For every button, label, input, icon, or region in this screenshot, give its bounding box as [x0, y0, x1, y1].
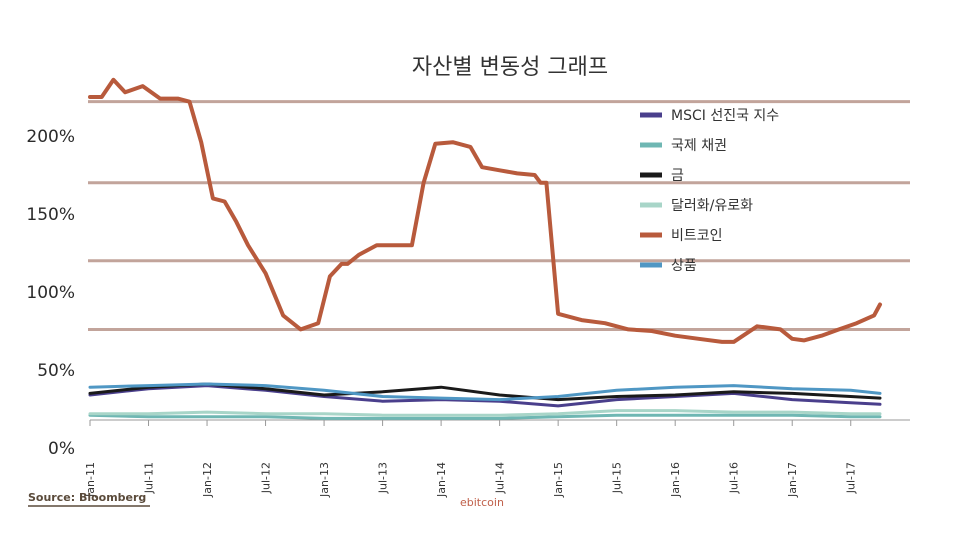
legend-label: 달러화/유로화	[671, 198, 753, 214]
y-axis: 0% 50% 100% 150% 200%	[26, 127, 75, 459]
x-tick-label: Jul-16	[728, 462, 741, 494]
x-tick-label: Jan-16	[669, 462, 682, 498]
legend-label: 국제 채권	[671, 138, 727, 154]
x-tick-label: Jan-12	[201, 462, 214, 498]
y-tick-label: 0%	[48, 439, 75, 459]
y-tick-label: 150%	[26, 205, 75, 225]
x-tick-label: Jan-17	[786, 462, 799, 498]
chart-title: 자산별 변동성 그래프	[412, 55, 608, 80]
grid-bands	[88, 100, 910, 331]
x-tick-label: Jan-15	[552, 462, 565, 498]
y-tick-label: 100%	[26, 283, 75, 303]
x-tick-label: Jul-15	[611, 462, 624, 494]
x-tick-label: Jul-13	[377, 462, 390, 494]
legend-label: 금	[671, 168, 684, 184]
x-tick-label: Jul-12	[260, 462, 273, 494]
y-tick-label: 200%	[26, 127, 75, 147]
source-note: Source: Bloomberg	[28, 491, 146, 504]
series-line-5	[88, 382, 882, 402]
y-tick-label: 50%	[37, 361, 75, 381]
series-lines	[88, 77, 882, 420]
series-line-0	[88, 384, 882, 408]
series-line-4	[88, 77, 882, 344]
x-tick-label: Jan-11	[84, 462, 97, 498]
x-tick-label: Jul-11	[143, 462, 156, 494]
legend-label: 상품	[671, 258, 697, 274]
watermark: ebitcoin	[460, 496, 504, 509]
x-axis: Jan-11 Jul-11 Jan-12 Jul-12 Jan-13 Jul-13 Jan-…	[84, 419, 910, 498]
x-tick-label: Jul-17	[845, 462, 858, 494]
x-tick-label: Jul-14	[494, 462, 507, 494]
x-tick-label: Jan-14	[435, 462, 448, 498]
legend-label: 비트코인	[671, 228, 723, 244]
x-tick-label: Jan-13	[318, 462, 331, 498]
series-line-1	[88, 413, 882, 420]
series-line-3	[88, 409, 882, 417]
legend-label: MSCI 선진국 지수	[671, 108, 779, 124]
